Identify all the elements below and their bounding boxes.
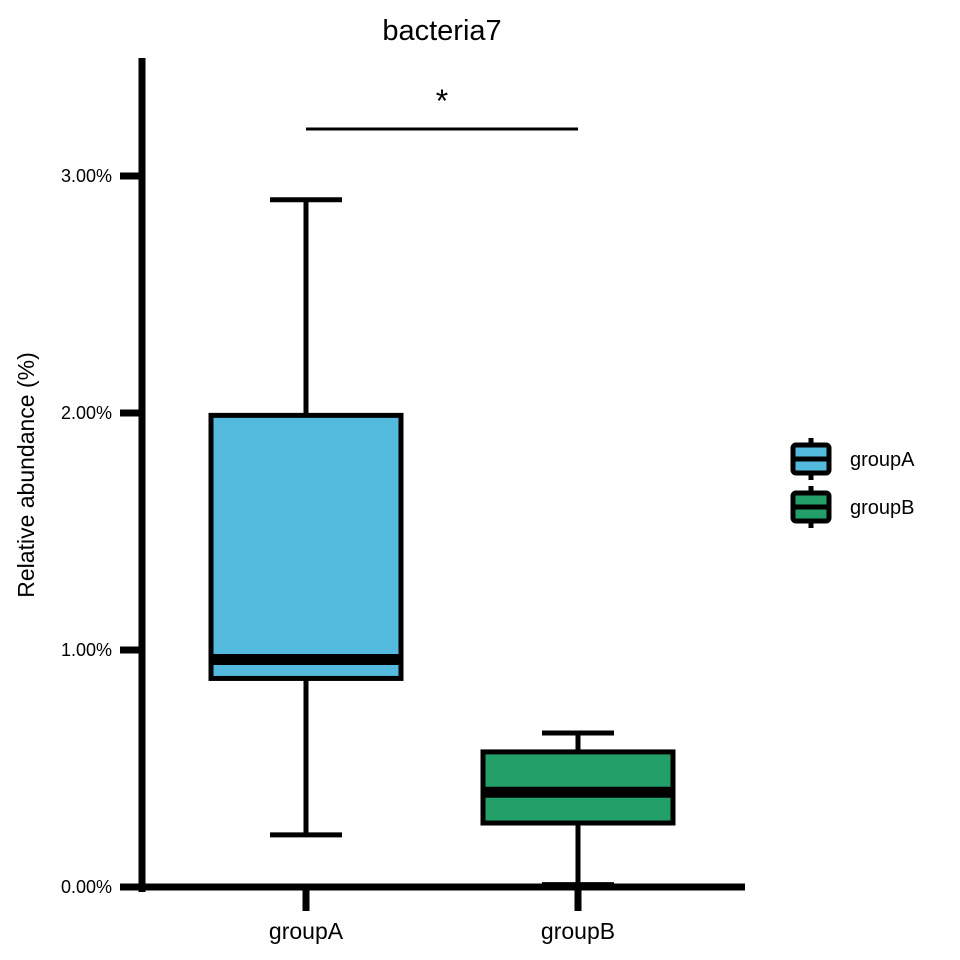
x-tick-label: groupA	[269, 918, 344, 944]
box-groupA	[208, 197, 404, 838]
y-tick-label: 0.00%	[61, 877, 112, 897]
y-ticks: 0.00% 1.00% 2.00% 3.00%	[61, 166, 142, 897]
x-ticks: groupA groupB	[269, 887, 615, 944]
legend: groupA groupB	[790, 438, 915, 528]
legend-label: groupB	[850, 497, 915, 519]
x-tick-label: groupB	[541, 918, 615, 944]
boxes	[208, 197, 676, 888]
y-tick-label: 3.00%	[61, 166, 112, 186]
box-groupB	[480, 730, 676, 888]
significance-label: *	[436, 83, 448, 119]
legend-entry-groupB: groupB	[790, 486, 915, 528]
legend-entry-groupA: groupA	[790, 438, 915, 480]
box-body	[208, 412, 404, 681]
legend-label: groupA	[850, 449, 915, 471]
y-axis-label: Relative abundance (%)	[13, 352, 39, 597]
chart-title: bacteria7	[382, 15, 501, 47]
y-tick-label: 1.00%	[61, 640, 112, 660]
significance-annotation: *	[306, 83, 578, 131]
y-tick-label: 2.00%	[61, 403, 112, 423]
